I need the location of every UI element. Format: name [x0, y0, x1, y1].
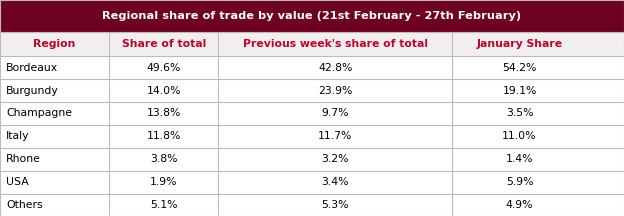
- Bar: [0, 32, 624, 56]
- Bar: [0, 0, 624, 32]
- Text: 4.9%: 4.9%: [505, 200, 534, 210]
- Text: Champagne: Champagne: [6, 108, 72, 118]
- Text: 5.3%: 5.3%: [321, 200, 349, 210]
- Text: Rhone: Rhone: [6, 154, 41, 164]
- Text: 5.9%: 5.9%: [505, 177, 534, 187]
- Text: USA: USA: [6, 177, 29, 187]
- Text: Others: Others: [6, 200, 43, 210]
- Text: 1.9%: 1.9%: [150, 177, 178, 187]
- Text: Italy: Italy: [6, 131, 30, 141]
- Bar: [0, 102, 624, 125]
- Text: Region: Region: [34, 39, 76, 49]
- Text: Share of total: Share of total: [122, 39, 206, 49]
- Text: 14.0%: 14.0%: [147, 86, 181, 95]
- Text: 42.8%: 42.8%: [318, 63, 353, 73]
- Text: 49.6%: 49.6%: [147, 63, 181, 73]
- Bar: [0, 171, 624, 194]
- Bar: [0, 148, 624, 171]
- Text: January Share: January Share: [476, 39, 563, 49]
- Text: 11.7%: 11.7%: [318, 131, 353, 141]
- Bar: [0, 194, 624, 216]
- Text: Regional share of trade by value (21st February - 27th February): Regional share of trade by value (21st F…: [102, 11, 522, 21]
- Bar: [0, 125, 624, 148]
- Text: 11.8%: 11.8%: [147, 131, 181, 141]
- Text: 3.5%: 3.5%: [505, 108, 534, 118]
- Text: 1.4%: 1.4%: [505, 154, 534, 164]
- Text: 54.2%: 54.2%: [502, 63, 537, 73]
- Text: 11.0%: 11.0%: [502, 131, 537, 141]
- Text: 23.9%: 23.9%: [318, 86, 353, 95]
- Text: Bordeaux: Bordeaux: [6, 63, 59, 73]
- Text: 3.8%: 3.8%: [150, 154, 178, 164]
- Bar: [0, 56, 624, 79]
- Text: 19.1%: 19.1%: [502, 86, 537, 95]
- Text: 13.8%: 13.8%: [147, 108, 181, 118]
- Text: 5.1%: 5.1%: [150, 200, 178, 210]
- Text: 3.4%: 3.4%: [321, 177, 349, 187]
- Text: 9.7%: 9.7%: [321, 108, 349, 118]
- Text: Previous week's share of total: Previous week's share of total: [243, 39, 428, 49]
- Text: Burgundy: Burgundy: [6, 86, 59, 95]
- Bar: [0, 79, 624, 102]
- Text: 3.2%: 3.2%: [321, 154, 349, 164]
